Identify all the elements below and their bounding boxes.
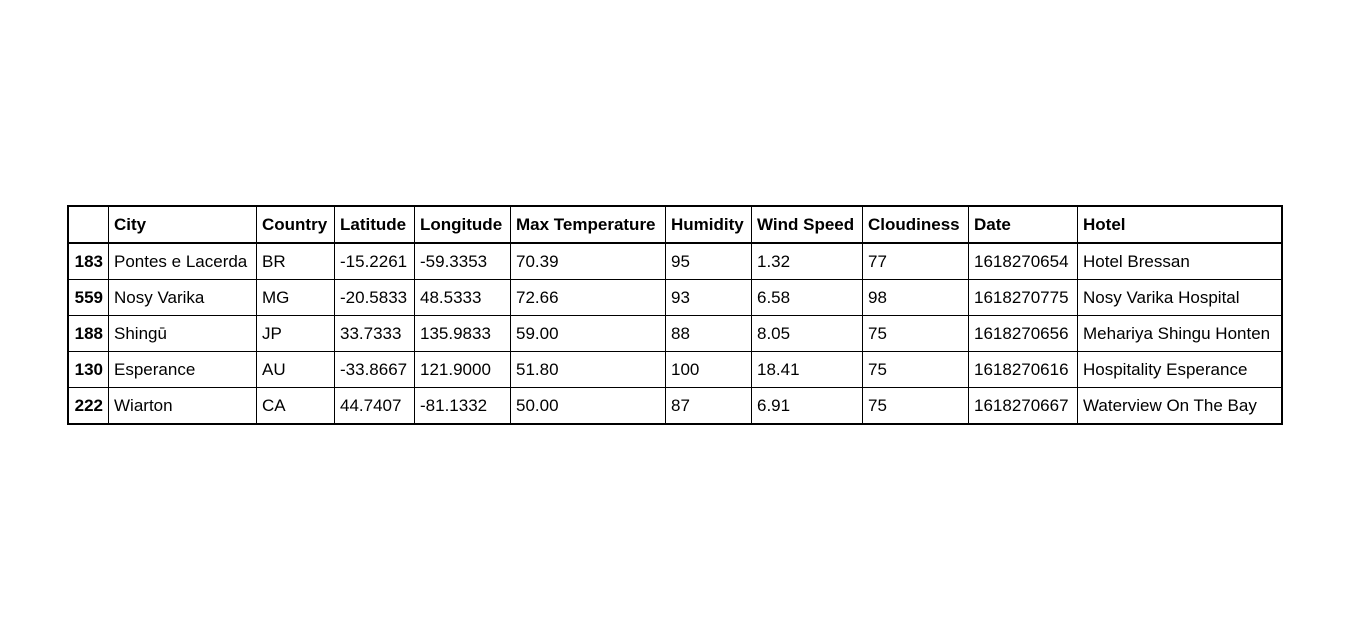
row-index: 183 — [67, 242, 109, 280]
row-index: 130 — [67, 351, 109, 388]
header-longitude: Longitude — [414, 205, 511, 244]
cell-longitude: 135.9833 — [414, 315, 511, 352]
cell-max-temperature: 59.00 — [510, 315, 666, 352]
cell-max-temperature: 70.39 — [510, 242, 666, 280]
header-wind-speed: Wind Speed — [751, 205, 863, 244]
cell-humidity: 87 — [665, 387, 752, 425]
cell-longitude: -81.1332 — [414, 387, 511, 425]
header-country: Country — [256, 205, 335, 244]
cell-wind-speed: 6.91 — [751, 387, 863, 425]
cell-wind-speed: 6.58 — [751, 279, 863, 316]
cell-country: MG — [256, 279, 335, 316]
table-row: 559 Nosy Varika MG -20.5833 48.5333 72.6… — [67, 279, 1283, 316]
header-humidity: Humidity — [665, 205, 752, 244]
cell-max-temperature: 51.80 — [510, 351, 666, 388]
cell-country: JP — [256, 315, 335, 352]
cell-hotel: Hospitality Esperance — [1077, 351, 1283, 388]
row-index: 559 — [67, 279, 109, 316]
cell-country: AU — [256, 351, 335, 388]
header-cloudiness: Cloudiness — [862, 205, 969, 244]
cell-hotel: Mehariya Shingu Honten — [1077, 315, 1283, 352]
cell-date: 1618270654 — [968, 242, 1078, 280]
cell-cloudiness: 77 — [862, 242, 969, 280]
cell-city: Pontes e Lacerda — [108, 242, 257, 280]
cell-cloudiness: 75 — [862, 315, 969, 352]
cell-longitude: 48.5333 — [414, 279, 511, 316]
table-header-row: City Country Latitude Longitude Max Temp… — [67, 205, 1283, 244]
row-index: 188 — [67, 315, 109, 352]
cell-humidity: 95 — [665, 242, 752, 280]
cell-humidity: 100 — [665, 351, 752, 388]
cell-country: BR — [256, 242, 335, 280]
cell-humidity: 88 — [665, 315, 752, 352]
cell-max-temperature: 50.00 — [510, 387, 666, 425]
cell-cloudiness: 75 — [862, 387, 969, 425]
cell-hotel: Nosy Varika Hospital — [1077, 279, 1283, 316]
cell-latitude: -33.8667 — [334, 351, 415, 388]
dataframe-output: City Country Latitude Longitude Max Temp… — [67, 205, 1283, 425]
header-hotel: Hotel — [1077, 205, 1283, 244]
row-index: 222 — [67, 387, 109, 425]
cell-latitude: -20.5833 — [334, 279, 415, 316]
cell-hotel: Hotel Bressan — [1077, 242, 1283, 280]
cell-date: 1618270667 — [968, 387, 1078, 425]
cell-date: 1618270775 — [968, 279, 1078, 316]
cell-city: Esperance — [108, 351, 257, 388]
cell-wind-speed: 18.41 — [751, 351, 863, 388]
cell-longitude: 121.9000 — [414, 351, 511, 388]
header-latitude: Latitude — [334, 205, 415, 244]
cell-wind-speed: 8.05 — [751, 315, 863, 352]
cell-city: Shingū — [108, 315, 257, 352]
cell-humidity: 93 — [665, 279, 752, 316]
header-date: Date — [968, 205, 1078, 244]
header-index — [67, 205, 109, 244]
cell-city: Wiarton — [108, 387, 257, 425]
cell-wind-speed: 1.32 — [751, 242, 863, 280]
cell-country: CA — [256, 387, 335, 425]
table-row: 188 Shingū JP 33.7333 135.9833 59.00 88 … — [67, 315, 1283, 352]
cell-longitude: -59.3353 — [414, 242, 511, 280]
cell-hotel: Waterview On The Bay — [1077, 387, 1283, 425]
table-row: 130 Esperance AU -33.8667 121.9000 51.80… — [67, 351, 1283, 388]
header-max-temperature: Max Temperature — [510, 205, 666, 244]
cell-cloudiness: 75 — [862, 351, 969, 388]
cell-date: 1618270656 — [968, 315, 1078, 352]
cell-date: 1618270616 — [968, 351, 1078, 388]
cell-latitude: 33.7333 — [334, 315, 415, 352]
cell-max-temperature: 72.66 — [510, 279, 666, 316]
cell-city: Nosy Varika — [108, 279, 257, 316]
table-row: 183 Pontes e Lacerda BR -15.2261 -59.335… — [67, 242, 1283, 280]
hotel-dataframe-table: City Country Latitude Longitude Max Temp… — [67, 205, 1283, 425]
table-row: 222 Wiarton CA 44.7407 -81.1332 50.00 87… — [67, 387, 1283, 425]
cell-latitude: -15.2261 — [334, 242, 415, 280]
cell-cloudiness: 98 — [862, 279, 969, 316]
cell-latitude: 44.7407 — [334, 387, 415, 425]
header-city: City — [108, 205, 257, 244]
